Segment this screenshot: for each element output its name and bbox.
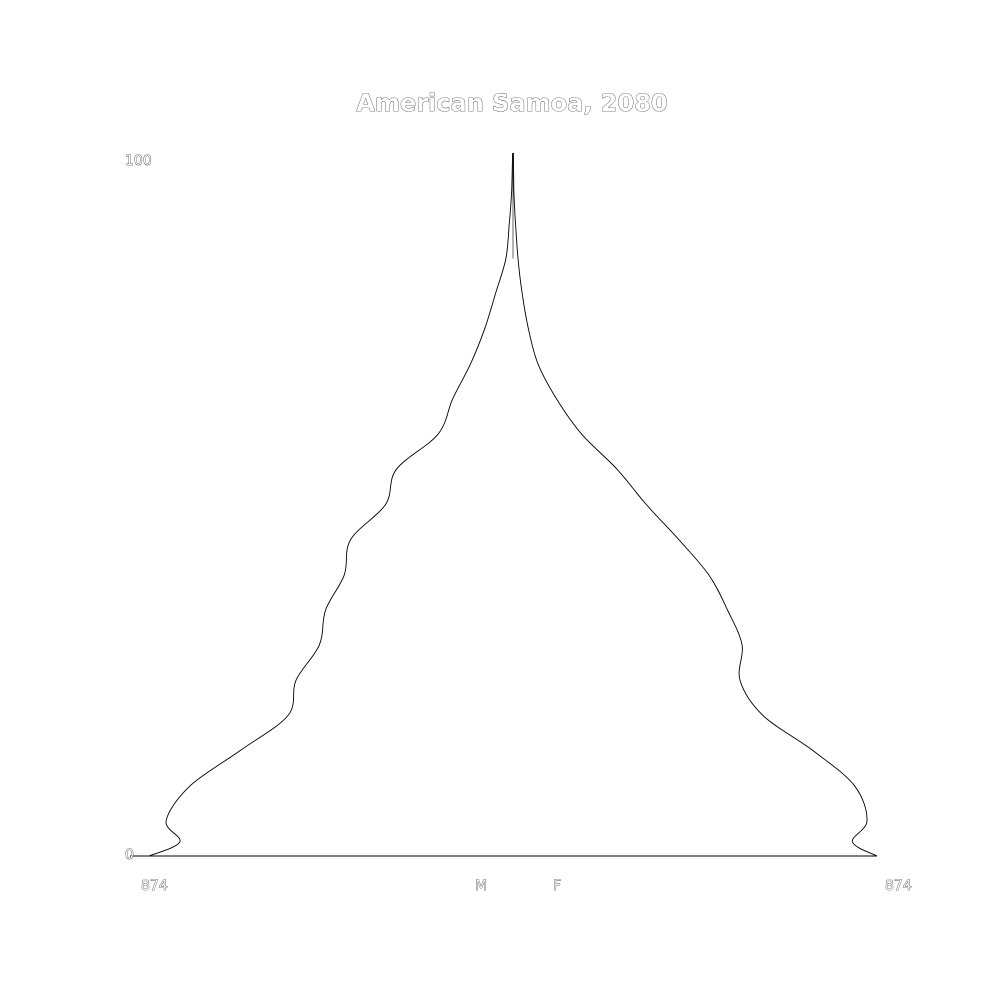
chart-title: American Samoa, 2080 — [356, 89, 667, 117]
x-left-max-label: 874 — [141, 878, 168, 894]
y-tick-label-bottom: 0 — [125, 847, 134, 863]
female-area — [513, 153, 877, 856]
female-label: F — [553, 878, 561, 894]
female-outline — [512, 152, 878, 857]
male-label: M — [475, 878, 487, 894]
male-outline — [148, 152, 514, 857]
plot-area — [148, 152, 878, 857]
x-right-max-label: 874 — [885, 878, 912, 894]
male-area — [149, 153, 513, 856]
y-tick-label-top: 100 — [125, 153, 152, 169]
